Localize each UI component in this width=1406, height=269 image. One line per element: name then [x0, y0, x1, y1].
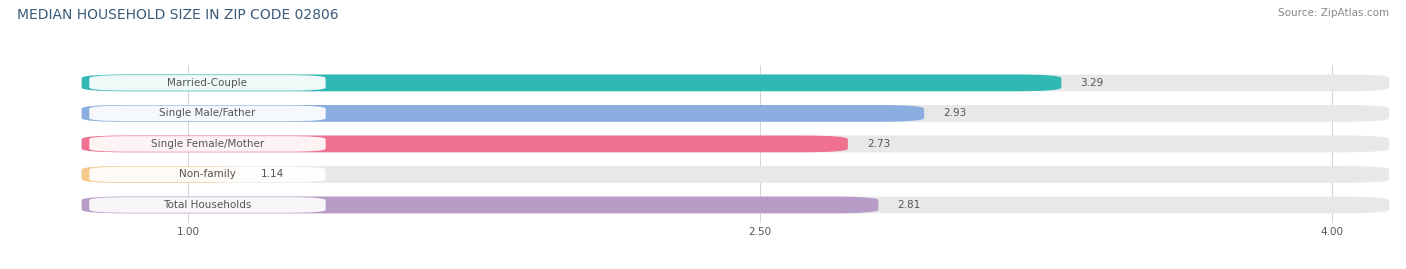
- FancyBboxPatch shape: [82, 166, 1389, 183]
- FancyBboxPatch shape: [82, 105, 924, 122]
- FancyBboxPatch shape: [82, 105, 1389, 122]
- Text: 3.29: 3.29: [1080, 78, 1104, 88]
- Text: 2.73: 2.73: [868, 139, 890, 149]
- Text: Married-Couple: Married-Couple: [167, 78, 247, 88]
- FancyBboxPatch shape: [90, 136, 326, 152]
- Text: 2.93: 2.93: [943, 108, 966, 118]
- Text: Total Households: Total Households: [163, 200, 252, 210]
- Text: Source: ZipAtlas.com: Source: ZipAtlas.com: [1278, 8, 1389, 18]
- FancyBboxPatch shape: [90, 197, 326, 213]
- FancyBboxPatch shape: [82, 166, 242, 183]
- Text: Single Male/Father: Single Male/Father: [159, 108, 256, 118]
- FancyBboxPatch shape: [82, 197, 879, 213]
- FancyBboxPatch shape: [82, 197, 1389, 213]
- Text: 2.81: 2.81: [897, 200, 921, 210]
- FancyBboxPatch shape: [90, 75, 326, 91]
- FancyBboxPatch shape: [90, 106, 326, 121]
- Text: Non-family: Non-family: [179, 169, 236, 179]
- Text: 1.14: 1.14: [262, 169, 284, 179]
- FancyBboxPatch shape: [82, 136, 1389, 152]
- FancyBboxPatch shape: [82, 75, 1062, 91]
- FancyBboxPatch shape: [90, 167, 326, 182]
- Text: Single Female/Mother: Single Female/Mother: [150, 139, 264, 149]
- Text: MEDIAN HOUSEHOLD SIZE IN ZIP CODE 02806: MEDIAN HOUSEHOLD SIZE IN ZIP CODE 02806: [17, 8, 339, 22]
- FancyBboxPatch shape: [82, 136, 848, 152]
- FancyBboxPatch shape: [82, 75, 1389, 91]
